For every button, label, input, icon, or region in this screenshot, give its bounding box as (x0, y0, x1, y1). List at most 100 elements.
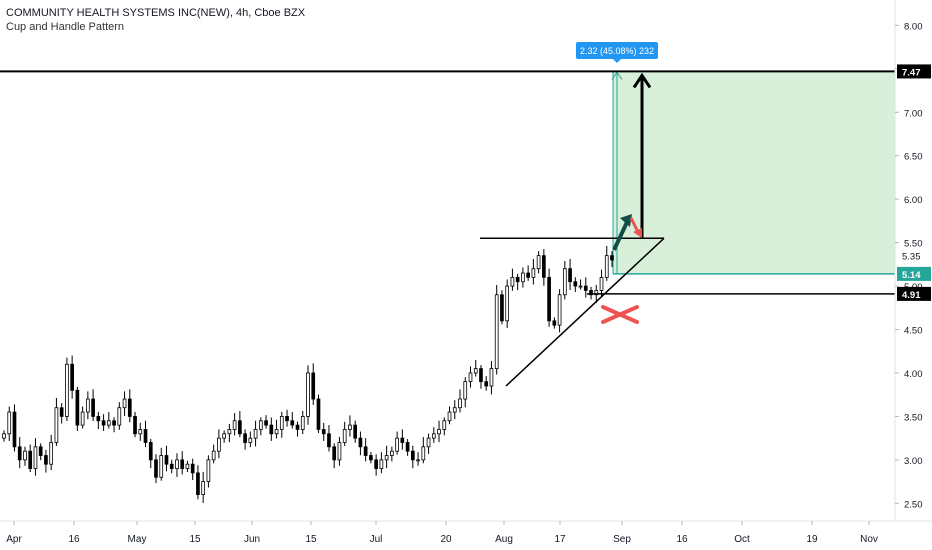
candle (117, 402, 122, 430)
candle-body (332, 446, 337, 461)
candle-body (12, 411, 17, 448)
candle-body (190, 463, 195, 474)
candle (65, 357, 69, 422)
candle (227, 423, 232, 443)
candle-body (75, 389, 80, 426)
candle (578, 279, 583, 290)
candle-body (290, 420, 295, 426)
candle (248, 431, 253, 448)
candle (2, 430, 6, 442)
candle (264, 415, 268, 429)
candle-body (7, 411, 12, 435)
candle (526, 265, 530, 281)
candle-body (447, 411, 452, 422)
candle (437, 420, 441, 443)
candle-body (306, 372, 310, 417)
x-tick-label: 19 (806, 534, 818, 545)
candle-body (521, 272, 525, 283)
candle (327, 425, 331, 452)
candle-body (421, 446, 426, 461)
candle-body (117, 407, 122, 426)
candle-body (101, 420, 106, 426)
candle-body (96, 416, 101, 422)
candle-body (342, 429, 347, 443)
price-tag-label: 5.35 (902, 252, 921, 263)
candle (23, 446, 27, 466)
position-label-box (576, 42, 658, 59)
x-tick-label: Jun (244, 534, 260, 545)
y-tick-label: 6.50 (904, 152, 923, 163)
candle (452, 400, 457, 420)
breakout-arrow-head (620, 214, 632, 227)
candle-body (468, 372, 473, 383)
candle (279, 411, 284, 438)
candle-body (206, 459, 211, 482)
candle (12, 404, 17, 452)
candle-body (227, 429, 232, 435)
candle (300, 410, 305, 435)
candle (510, 268, 515, 291)
candle-body (122, 398, 127, 409)
target-zone-layer (611, 71, 895, 275)
candle-body (33, 446, 38, 469)
candle (211, 444, 216, 464)
price-tag-label: 7.47 (902, 67, 921, 78)
candle-body (70, 363, 74, 391)
price-tag-bg (897, 248, 931, 263)
candle-body (526, 272, 530, 278)
candle-body (437, 429, 441, 435)
rising-support-line (505, 237, 665, 387)
candle-body (578, 285, 583, 288)
candle-body (348, 424, 352, 430)
candle (395, 431, 399, 455)
candle-body (369, 455, 373, 461)
stop-cross-mark (601, 305, 639, 324)
candle-body (410, 450, 415, 461)
x-tick-label: Apr (6, 534, 22, 545)
candle (44, 449, 48, 473)
y-tick-label: 2.50 (904, 499, 923, 510)
candle (363, 438, 368, 462)
candle-body (164, 455, 169, 465)
target-arrow-head (632, 72, 652, 89)
candle (154, 454, 158, 484)
position-label-text: 2.32 (45.08%) 232 (580, 46, 654, 56)
candle (28, 444, 33, 473)
candle-body (452, 407, 457, 413)
drawings-layer: 2.32 (45.08%) 232 (0, 42, 895, 387)
candle-body (379, 459, 384, 469)
candle (290, 412, 295, 429)
candle (217, 429, 221, 459)
x-tick-label: Aug (495, 534, 513, 545)
candle-body (28, 450, 33, 469)
candle (201, 471, 206, 503)
breakout-arrow-shaft (612, 219, 630, 251)
candle-body (374, 459, 378, 469)
y-tick-label: 4.00 (904, 369, 923, 380)
candle (484, 376, 489, 391)
candle-body (2, 433, 6, 439)
candle-body (400, 437, 405, 443)
y-tick-label: 6.00 (904, 195, 923, 206)
candle (573, 277, 578, 292)
candle-body (473, 368, 478, 374)
price-tag-bg (897, 266, 931, 281)
candle-body (484, 381, 489, 387)
x-tick-label: 20 (440, 534, 452, 545)
candle (175, 453, 179, 477)
candle (112, 417, 116, 433)
candle (169, 459, 174, 474)
candle-body (54, 407, 59, 443)
candle (515, 273, 520, 291)
candle (479, 365, 483, 389)
candle (70, 355, 74, 399)
candle (547, 268, 551, 327)
candle-body (384, 455, 389, 461)
candle (405, 439, 410, 456)
price-tag-label: 4.91 (902, 290, 921, 301)
candle-body (138, 429, 143, 435)
pullback-arrow-shaft (629, 217, 640, 233)
profit-zone (613, 71, 895, 274)
candle (127, 389, 132, 423)
